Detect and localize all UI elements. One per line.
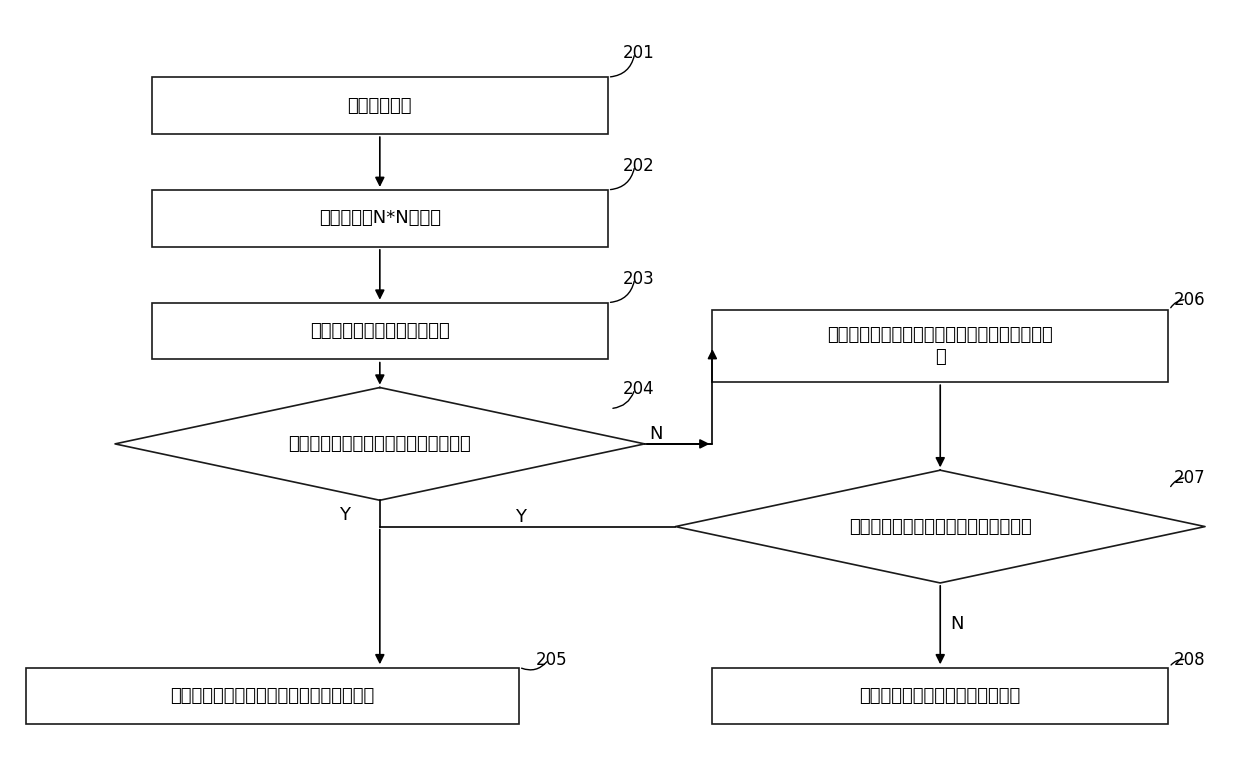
Text: 判断感兴趣区域是否符合编码基本形态: 判断感兴趣区域是否符合编码基本形态 (289, 435, 471, 453)
FancyBboxPatch shape (712, 311, 1168, 382)
Text: N: N (950, 616, 963, 633)
Text: 207: 207 (1174, 469, 1205, 486)
Text: 205: 205 (536, 651, 568, 669)
Text: 204: 204 (622, 380, 653, 398)
FancyBboxPatch shape (153, 190, 608, 246)
Text: 208: 208 (1174, 651, 1205, 669)
Text: 对图像划分N*N个子块: 对图像划分N*N个子块 (319, 210, 441, 227)
Text: 接收多个图像: 接收多个图像 (347, 97, 412, 115)
Text: 送至特征提取模块完成支付图像的特征提取: 送至特征提取模块完成支付图像的特征提取 (171, 687, 374, 705)
Polygon shape (115, 388, 645, 500)
FancyBboxPatch shape (153, 78, 608, 134)
Text: 通过大津算法进行粗分割操作: 通过大津算法进行粗分割操作 (310, 322, 450, 340)
Text: 203: 203 (622, 270, 655, 287)
Polygon shape (676, 470, 1205, 583)
Text: 201: 201 (622, 44, 655, 62)
Text: 202: 202 (622, 157, 655, 175)
Text: 对支付图像中的杂质进行剪除操作: 对支付图像中的杂质进行剪除操作 (859, 687, 1021, 705)
Text: 基于梯度矢量流的主动轮廓模型进行二次分割操
作: 基于梯度矢量流的主动轮廓模型进行二次分割操 作 (827, 326, 1053, 366)
FancyBboxPatch shape (712, 667, 1168, 724)
FancyBboxPatch shape (153, 303, 608, 359)
Text: 206: 206 (1174, 290, 1205, 309)
Text: N: N (650, 425, 663, 443)
FancyBboxPatch shape (26, 667, 520, 724)
Text: Y: Y (340, 506, 350, 524)
Text: Y: Y (516, 508, 526, 526)
Text: 判断感兴趣区域是否符合编码基本形态: 判断感兴趣区域是否符合编码基本形态 (849, 518, 1032, 536)
